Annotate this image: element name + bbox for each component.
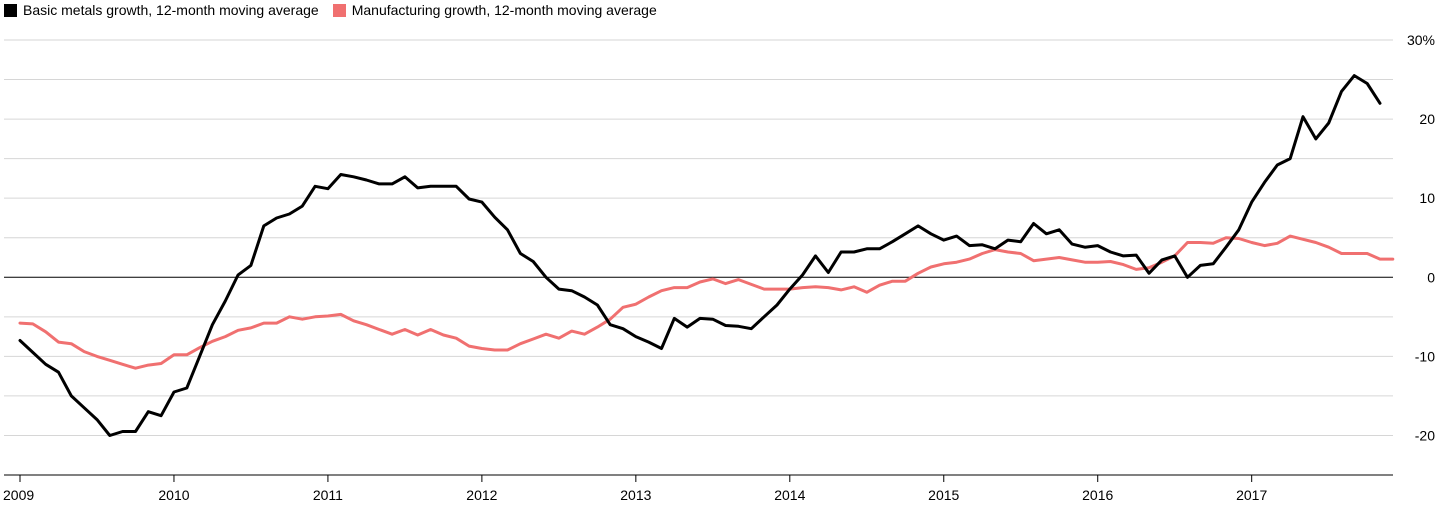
x-tick-label: 2011 [313,487,343,503]
series-line-basic-metals [18,74,1382,437]
legend-item-basic-metals: Basic metals growth, 12-month moving ave… [4,2,319,18]
legend-item-manufacturing: Manufacturing growth, 12-month moving av… [332,2,657,18]
legend-swatch-manufacturing [332,3,346,17]
legend: Basic metals growth, 12-month moving ave… [4,0,671,20]
x-tick-label: 2016 [1082,487,1113,503]
legend-label-manufacturing: Manufacturing growth, 12-month moving av… [351,2,657,18]
x-tick-label: 2013 [620,487,651,503]
x-tick-label: 2010 [158,487,189,503]
x-tick-label: 2009 [3,487,34,503]
legend-label-basic-metals: Basic metals growth, 12-month moving ave… [23,2,319,18]
y-tick-label: -10 [1415,348,1435,364]
y-tick-label: 20 [1419,111,1435,127]
series-line-manufacturing [18,234,1395,370]
x-tick-label: 2015 [928,487,959,503]
y-tick-label: 10 [1419,190,1435,206]
y-tick-label: 30% [1407,32,1435,48]
x-tick-label: 2017 [1236,487,1267,503]
x-tick-label: 2012 [466,487,497,503]
legend-swatch-basic-metals [4,3,17,17]
y-tick-label: -20 [1415,427,1435,443]
x-tick-label: 2014 [774,487,805,503]
y-tick-label: 0 [1427,269,1435,285]
